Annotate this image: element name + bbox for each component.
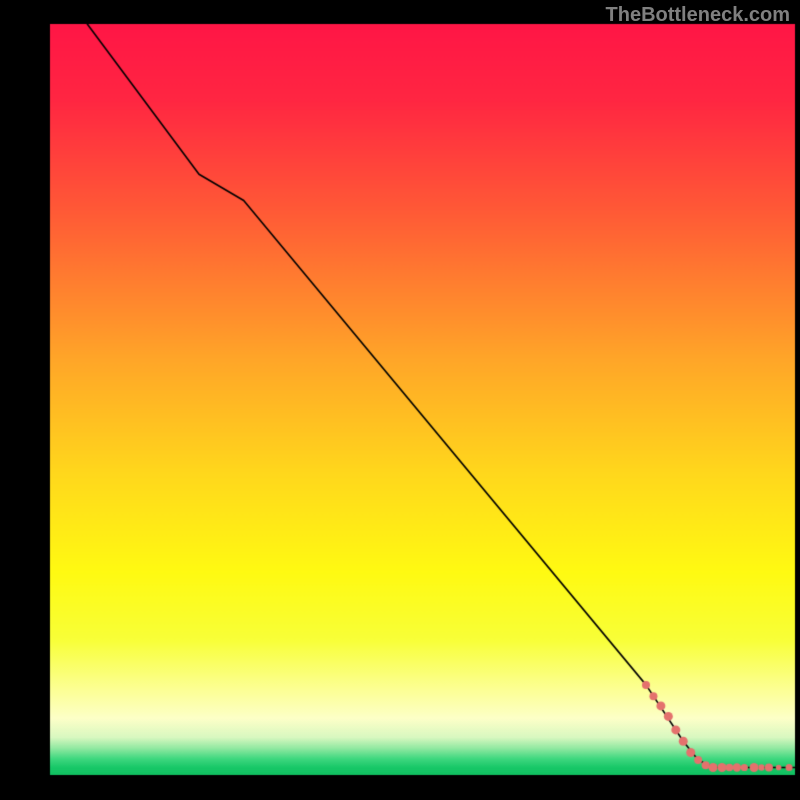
- bottleneck-chart-canvas: [0, 0, 800, 800]
- chart-stage: TheBottleneck.com: [0, 0, 800, 800]
- watermark-label: TheBottleneck.com: [606, 4, 790, 27]
